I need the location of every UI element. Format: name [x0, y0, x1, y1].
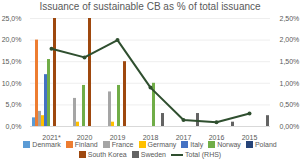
html-text:Italy: Italy [190, 141, 204, 148]
html-text:Total (RHS): Total (RHS) [185, 151, 222, 158]
svg-text:1,00%: 1,00% [280, 80, 300, 87]
svg-text:1,50%: 1,50% [280, 58, 300, 65]
html-text:Finland: Finland [74, 141, 98, 148]
html-text:France: France [111, 141, 134, 148]
svg-text:2018: 2018 [143, 134, 159, 141]
svg-text:25,0%: 25,0% [2, 15, 22, 22]
html-text:Germany: Germany [147, 141, 177, 148]
svg-text:0,00%: 0,00% [280, 123, 300, 130]
svg-text:2015: 2015 [242, 134, 258, 141]
svg-text:20,0%: 20,0% [2, 36, 22, 43]
svg-text:2016: 2016 [209, 134, 225, 141]
svg-text:2019: 2019 [110, 134, 126, 141]
html-text:Norway: Norway [217, 141, 241, 148]
svg-text:2021*: 2021* [42, 134, 61, 141]
html-text:Denmark: Denmark [32, 141, 61, 148]
svg-text:2017: 2017 [176, 134, 192, 141]
html-text:Poland: Poland [254, 141, 277, 148]
svg-text:10,0%: 10,0% [2, 80, 22, 87]
svg-text:2020: 2020 [77, 134, 93, 141]
html-text:South Korea: South Korea [87, 151, 127, 158]
svg-text:15,0%: 15,0% [2, 58, 22, 65]
svg-text:2,00%: 2,00% [280, 36, 300, 43]
html-text:Issuance of sustainable CB as: Issuance of sustainable CB as % of total… [39, 1, 261, 12]
html-text:Sweden: Sweden [140, 151, 166, 158]
svg-text:2,50%: 2,50% [280, 15, 300, 22]
svg-text:5,0%: 5,0% [6, 101, 22, 108]
svg-text:0,50%: 0,50% [280, 101, 300, 108]
svg-text:0,0%: 0,0% [6, 123, 22, 130]
